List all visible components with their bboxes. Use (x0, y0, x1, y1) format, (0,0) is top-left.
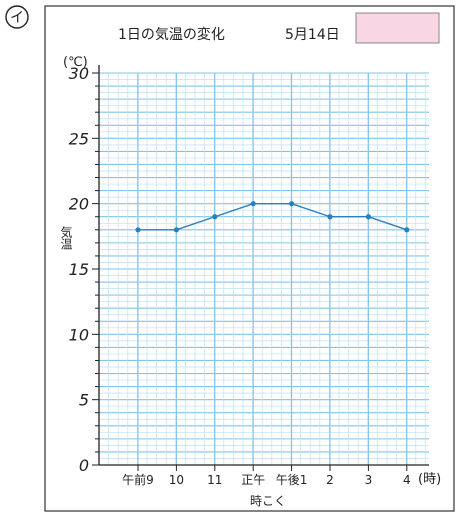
y-tick-labels: 0 5 10 15 20 25 30 (69, 64, 89, 475)
x-tick-label: 正午 (241, 473, 265, 487)
answer-box (355, 12, 440, 44)
figure-frame (44, 5, 455, 512)
x-tick-label: 午後1 (276, 473, 308, 487)
y-tick-label: 10 (69, 325, 89, 344)
chart-title: 1日の気温の変化 (118, 26, 225, 43)
data-point (404, 227, 410, 233)
data-point (173, 227, 179, 233)
x-tick-label: 午前9 (122, 472, 154, 487)
y-tick-label: 25 (69, 129, 89, 148)
chart-date: 5月14日 (285, 27, 340, 43)
x-axis-unit: (時) (418, 472, 441, 487)
data-point (250, 201, 256, 207)
y-axis-title: 気温 (59, 225, 73, 250)
x-tick-label: 3 (365, 473, 373, 487)
series-line (138, 202, 408, 231)
x-tick-label: 4 (403, 473, 411, 487)
figure-marker: イ (5, 5, 29, 29)
data-point (135, 227, 141, 233)
y-tick-label: 5 (79, 391, 89, 410)
x-tick-label: 11 (207, 473, 222, 487)
data-point (365, 214, 371, 220)
figure-marker-circle (5, 5, 29, 29)
data-point (327, 214, 333, 220)
x-tick-label: 2 (326, 473, 334, 487)
temperature-series (135, 201, 410, 233)
y-tick-label: 15 (69, 260, 89, 279)
y-tick-label: 20 (69, 195, 89, 214)
y-axis-unit: (℃) (63, 55, 88, 70)
chart-grid (92, 65, 429, 466)
x-tick-labels: 午前9 10 11 正午 午後1 2 3 4 (122, 465, 411, 487)
x-tick-label: 10 (169, 473, 184, 487)
data-point (289, 201, 295, 207)
x-axis-title: 時こく (250, 494, 286, 508)
y-tick-label: 0 (79, 456, 89, 475)
data-point (212, 214, 218, 220)
y-tick-label: 30 (69, 64, 89, 83)
figure-marker-text: イ (10, 10, 24, 26)
